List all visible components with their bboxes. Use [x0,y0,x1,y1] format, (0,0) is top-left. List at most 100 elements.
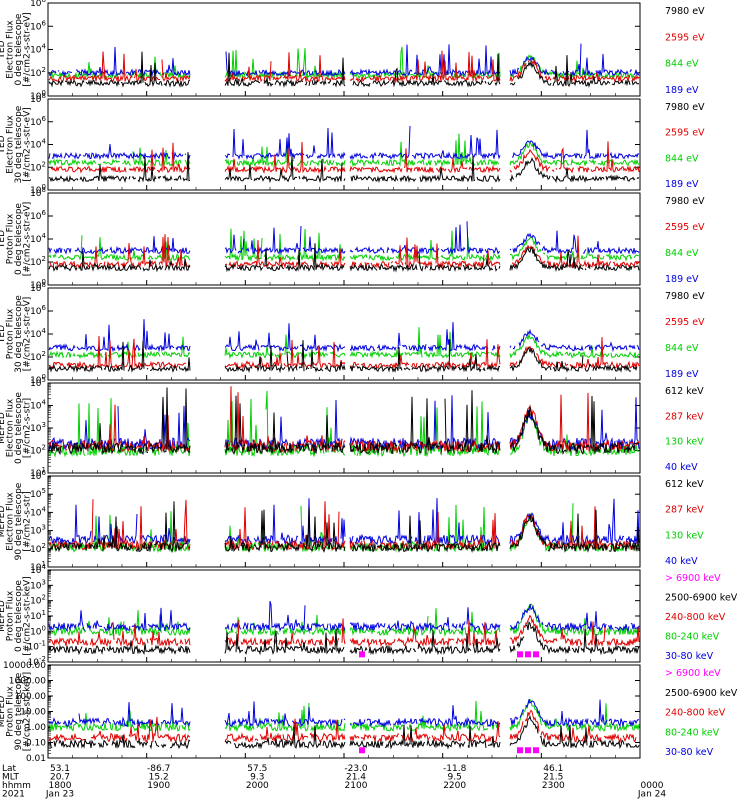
legend-entry: 30-80 keV [665,747,714,758]
legend-entry: 30-80 keV [665,651,714,662]
footer-value: 9.5 [448,773,462,783]
y-axis-title-line: [#/cm2-s-str-eV] [23,107,33,182]
series-magenta-mark [533,747,539,754]
y-axis-title: TEDProton Flux30 deg telescope[#/cm2-s-s… [0,295,33,373]
footer-value: 46.1 [543,764,563,774]
panel-frame [47,192,641,286]
legend-entry: 844 eV [665,153,699,164]
y-axis-title-line: 30 deg telescope [14,295,24,373]
y-tick-label: 104 [30,138,46,151]
footer-value: 1800 [49,781,72,791]
series-red [48,335,640,370]
y-axis-title-line: TED [0,40,7,59]
legend-entry: 844 eV [665,59,699,70]
panel-frame [47,98,641,191]
y-axis-title-line: TED [0,325,7,344]
series-black [48,621,640,656]
series-red [49,711,639,742]
legend-entry: 40 keV [665,556,698,567]
y-axis-title-line: TED [0,230,7,249]
data-traces [48,698,640,754]
data-traces [49,319,639,371]
y-axis-title-line: Electron Flux [6,115,16,174]
y-tick-label: 10000.00 [3,661,46,671]
y-axis-title-line: 30 deg telescope [14,105,24,183]
series-green [48,228,640,263]
y-axis-title: MEPEDProton Flux90 deg telescope[#/cm2-s… [0,672,33,751]
y-tick-label: 10.00 [20,708,46,718]
series-blue [48,125,640,161]
series-blue [48,319,640,353]
footer-value: 2000 [246,781,269,791]
y-axis-title-line: Electron Flux [6,492,16,551]
legend-entry: 189 eV [665,274,699,285]
legend-entry: 2595 eV [665,32,705,43]
legend-entry: 7980 eV [665,196,705,207]
legend-entry: 130 keV [665,530,704,541]
footer-value: 2300 [542,781,565,791]
y-tick-label: 108 [30,0,46,9]
series-blue [48,43,640,78]
footer-value: -86.7 [147,764,170,774]
legend-entry: 40 keV [665,462,698,473]
series-green [48,327,640,360]
y-axis-title: TEDElectron Flux30 deg telescope[#/cm2-s… [0,105,33,183]
y-axis-title-line: TED [0,135,7,154]
footer-value: 15.2 [149,773,169,783]
footer-label: hhmm [2,781,31,791]
series-magenta-mark [359,747,365,754]
legend-entry: 80-240 keV [665,727,720,738]
y-axis-title-line: Proton Flux [6,686,16,737]
series-black [48,152,640,184]
y-tick-label: 1.00 [26,723,46,733]
y-axis-title-line: [#/cm2-s-str-eV] [23,202,33,277]
series-magenta-mark [533,651,539,658]
series-black [48,243,640,273]
footer-value: 57.5 [247,764,267,774]
legend-entry: 612 keV [665,386,704,397]
series-green [48,133,640,168]
series-black [49,715,640,750]
y-axis-title-line: Electron Flux [6,398,16,457]
series-magenta-mark [517,651,523,658]
y-axis-title: TEDElectron Flux0 deg telescope[#/cm2-s-… [0,12,33,87]
y-axis-title-line: [#/cm2-s-str] [23,398,33,458]
y-axis-title-line: [#/cm2-s-str-eV] [23,297,33,372]
legend-entry: 287 keV [665,505,704,516]
y-axis-title-line: [#/cm2-s-str-keV] [23,672,33,751]
data-traces [48,386,640,458]
footer-value: -23.0 [344,764,368,774]
legend-entry: 7980 eV [665,102,705,113]
legend-entry: 189 eV [665,369,699,380]
y-tick-label: 104 [30,399,46,412]
legend-entry: 7980 eV [665,6,705,17]
series-blue [48,699,640,729]
data-traces [48,221,640,273]
series-blue [48,221,640,256]
series-red [48,234,640,269]
y-tick-label: 0.01 [26,754,46,764]
legend-entry: 844 eV [665,343,699,354]
series-magenta-mark [525,747,531,754]
y-axis-title-line: MEPED [0,600,7,632]
y-tick-label: 0.10 [26,739,46,749]
y-tick-label: 106 [30,19,46,32]
legend-entry: 189 eV [665,179,699,190]
series-magenta-mark [359,651,365,658]
y-axis-title-line: [#/cm2-s-str-eV] [23,12,33,87]
data-traces [48,125,640,184]
y-axis-title: TEDProton Flux0 deg telescope[#/cm2-s-st… [0,202,33,277]
legend-entry: 612 keV [665,479,704,490]
footer-label: MLT [2,773,20,783]
y-tick-label: 104 [30,232,46,245]
y-axis-title-line: 90 deg telescope [14,672,24,750]
series-blue [48,601,640,633]
legend-entry: > 6900 keV [665,668,721,679]
footer-value: Jan 24 [637,790,666,800]
y-axis-title-line: Proton Flux [6,590,16,641]
y-tick-label: 104 [30,43,46,56]
